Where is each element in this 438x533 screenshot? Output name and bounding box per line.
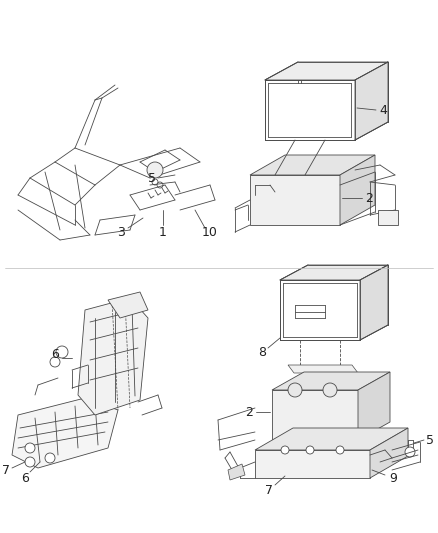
Circle shape — [281, 446, 289, 454]
Circle shape — [45, 453, 55, 463]
Text: 3: 3 — [117, 225, 125, 238]
Circle shape — [288, 383, 302, 397]
Polygon shape — [250, 175, 340, 225]
Text: 6: 6 — [51, 349, 59, 361]
Circle shape — [56, 346, 68, 358]
Polygon shape — [255, 450, 370, 478]
Polygon shape — [288, 365, 358, 373]
Polygon shape — [228, 464, 245, 480]
Polygon shape — [360, 265, 388, 340]
Circle shape — [157, 182, 163, 188]
Polygon shape — [340, 155, 375, 225]
Text: 5: 5 — [426, 433, 434, 447]
Polygon shape — [355, 62, 388, 140]
Polygon shape — [272, 390, 358, 440]
Polygon shape — [12, 398, 118, 468]
Circle shape — [50, 357, 60, 367]
Text: 8: 8 — [258, 345, 266, 359]
Circle shape — [25, 443, 35, 453]
Polygon shape — [272, 372, 390, 390]
Circle shape — [306, 446, 314, 454]
Polygon shape — [108, 292, 148, 318]
Circle shape — [25, 457, 35, 467]
Text: 4: 4 — [379, 103, 387, 117]
Polygon shape — [250, 155, 375, 175]
Polygon shape — [265, 62, 388, 80]
Text: 6: 6 — [21, 472, 29, 484]
Polygon shape — [280, 265, 388, 280]
Text: 7: 7 — [2, 464, 10, 477]
Text: 10: 10 — [202, 227, 218, 239]
Polygon shape — [370, 428, 408, 478]
Polygon shape — [255, 428, 408, 450]
Circle shape — [336, 446, 344, 454]
Text: 7: 7 — [265, 483, 273, 497]
Circle shape — [405, 447, 415, 457]
Polygon shape — [378, 210, 398, 225]
Circle shape — [152, 179, 158, 185]
Text: 1: 1 — [159, 225, 167, 238]
Text: 5: 5 — [148, 172, 156, 184]
Circle shape — [323, 383, 337, 397]
Text: 9: 9 — [389, 472, 397, 484]
Text: 2: 2 — [245, 406, 253, 418]
Text: 2: 2 — [365, 191, 373, 205]
Polygon shape — [358, 372, 390, 440]
Circle shape — [147, 162, 163, 178]
Polygon shape — [78, 298, 148, 415]
